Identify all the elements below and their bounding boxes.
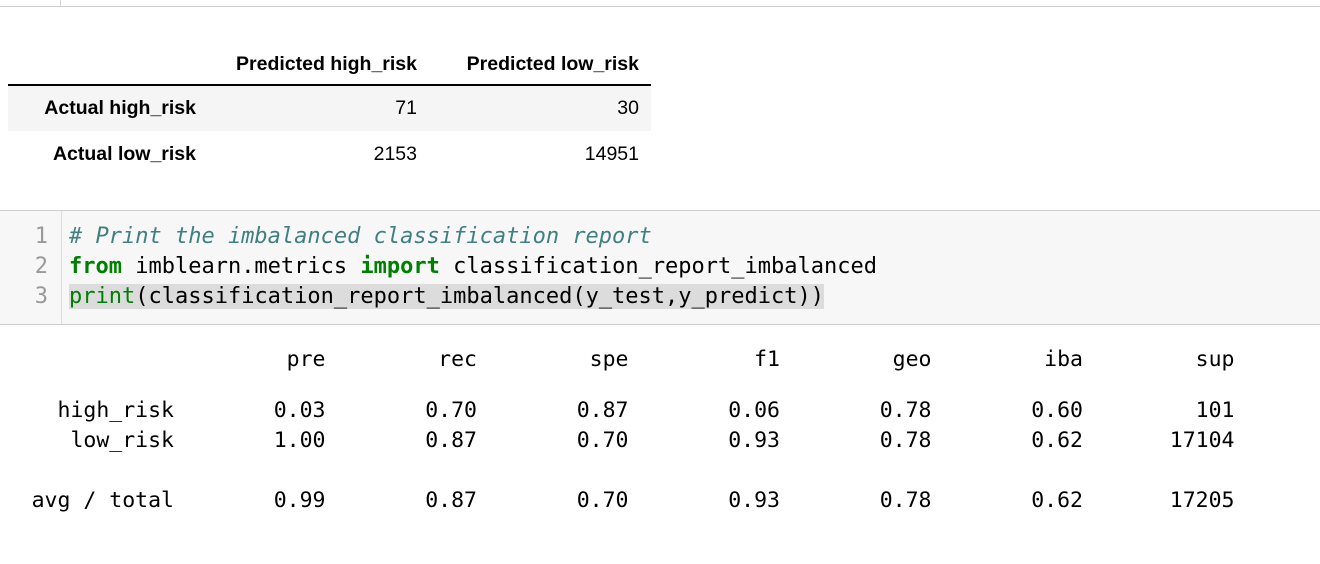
previous-cell-gutter — [60, 0, 61, 6]
code-line[interactable]: print(classification_report_imbalanced(y… — [69, 282, 824, 312]
imported-name: classification_report_imbalanced — [439, 254, 877, 279]
report-cell: 0.03 — [273, 398, 326, 423]
module-name: imblearn.metrics — [121, 254, 361, 279]
report-header-cell: geo — [892, 347, 932, 372]
report-cell: 0.60 — [1031, 398, 1083, 423]
report-header-cell: sup — [1195, 347, 1235, 372]
report-header-cell: spe — [589, 347, 629, 372]
report-header-cell: pre — [286, 347, 326, 372]
report-header-cell — [9, 336, 174, 366]
report-cell: 0.70 — [425, 398, 477, 423]
table-corner-header — [8, 44, 208, 86]
column-header-predicted-low-risk: Predicted low_risk — [429, 44, 651, 86]
report-cell: 0.78 — [879, 488, 932, 513]
report-total-row: avg / total 0.99 0.87 0.70 0.93 0.78 0.62 17205 — [9, 486, 1235, 516]
report-cell: 0.62 — [1031, 488, 1083, 513]
report-cell: 0.62 — [1031, 428, 1083, 453]
report-cell: 0.87 — [576, 398, 629, 423]
keyword-import: import — [360, 254, 440, 279]
line-number-gutter: 1 2 3 — [0, 211, 62, 324]
confusion-matrix-table: Predicted high_risk Predicted low_risk A… — [8, 44, 651, 177]
report-row: low_risk 1.00 0.87 0.70 0.93 0.78 0.62 17104 — [9, 426, 1235, 456]
table-cell: 71 — [395, 97, 417, 119]
code-comment: # Print the imbalanced classification re… — [69, 224, 652, 249]
report-cell: 0.87 — [425, 488, 477, 513]
line-number: 1 — [34, 224, 48, 249]
report-cell: 1.00 — [273, 428, 326, 453]
table-header-row: Predicted high_risk Predicted low_risk — [8, 44, 651, 86]
keyword-from: from — [69, 254, 122, 279]
builtin-print: print — [69, 284, 136, 309]
table-row: Actual low_risk 2153 14951 — [8, 131, 651, 177]
report-cell: 0.78 — [879, 398, 932, 423]
report-row-label: low_risk — [70, 428, 174, 453]
row-header-actual-high-risk: Actual high_risk — [44, 97, 196, 119]
blank-line — [9, 456, 1235, 486]
report-cell: 0.70 — [576, 428, 629, 453]
report-cell: 0.70 — [576, 488, 629, 513]
line-number: 3 — [34, 284, 48, 309]
table-cell: 2153 — [373, 142, 417, 165]
report-header-cell: iba — [1044, 347, 1083, 372]
classification-report-output: pre rec spe f1 geo iba sup high_risk 0.03 0.70 0.… — [9, 336, 1235, 516]
report-row: high_risk 0.03 0.70 0.87 0.06 0.78 0.60 101 — [9, 396, 1235, 426]
report-cell: 17205 — [1169, 488, 1235, 513]
report-header-row: pre rec spe f1 geo iba sup — [9, 336, 1235, 372]
report-header-cell: rec — [438, 347, 477, 372]
print-arguments: (classification_report_imbalanced(y_test… — [135, 284, 824, 309]
line-number: 2 — [34, 254, 48, 279]
code-line[interactable]: from imblearn.metrics import classificat… — [69, 252, 877, 282]
report-cell: 0.06 — [728, 398, 780, 423]
report-cell: 0.99 — [273, 488, 326, 513]
table-row: Actual high_risk 71 30 — [8, 85, 651, 131]
table-cell: 14951 — [584, 142, 639, 165]
code-line[interactable]: # Print the imbalanced classification re… — [69, 222, 652, 252]
row-header-actual-low-risk: Actual low_risk — [52, 142, 196, 165]
report-row-label: avg / total — [31, 488, 174, 513]
report-row-label: high_risk — [57, 398, 175, 423]
code-input-cell[interactable]: 1 2 3 # Print the imbalanced classificat… — [0, 210, 1320, 325]
report-cell: 0.78 — [879, 428, 932, 453]
highlighted-statement: print(classification_report_imbalanced(y… — [69, 284, 824, 309]
table-cell: 30 — [617, 97, 639, 119]
report-header-cell: f1 — [754, 347, 780, 372]
report-cell: 0.93 — [728, 428, 780, 453]
report-cell: 0.93 — [728, 488, 780, 513]
report-cell: 17104 — [1169, 428, 1235, 453]
report-cell: 101 — [1195, 398, 1235, 423]
report-cell: 0.87 — [425, 428, 477, 453]
column-header-predicted-high-risk: Predicted high_risk — [208, 44, 429, 86]
previous-cell-edge — [0, 0, 1320, 7]
